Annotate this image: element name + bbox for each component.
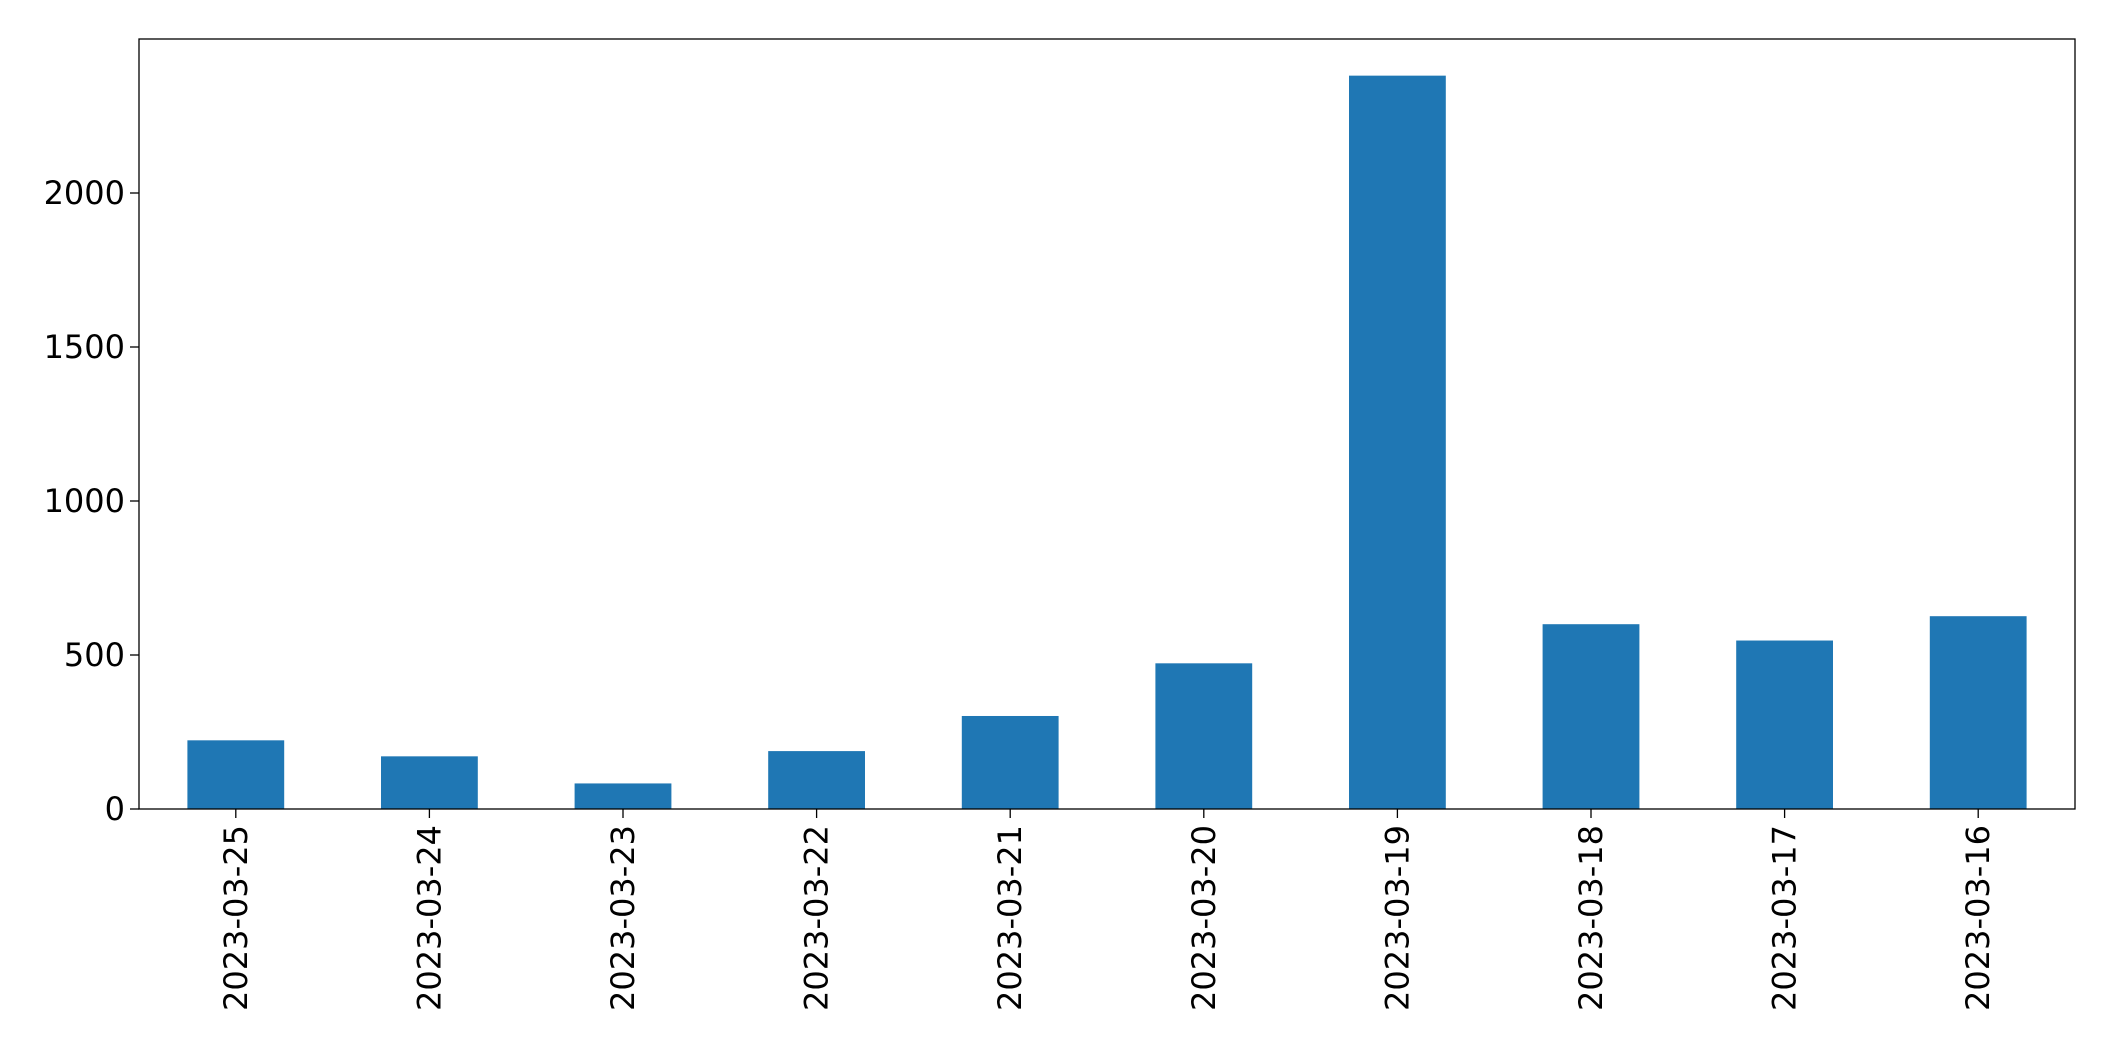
bar: [381, 756, 478, 809]
x-tick-label: 2023-03-19: [1378, 825, 1416, 1011]
y-tick-label: 1500: [44, 328, 125, 366]
bar: [574, 783, 672, 809]
bar: [187, 740, 285, 809]
x-tick-label: 2023-03-22: [798, 825, 836, 1011]
x-tick-label: 2023-03-21: [991, 825, 1029, 1011]
bar: [768, 751, 865, 809]
bar: [1542, 624, 1640, 809]
y-tick-label: 500: [64, 636, 125, 674]
bar: [961, 715, 1059, 809]
bar: [1155, 663, 1253, 809]
x-tick-label: 2023-03-17: [1766, 825, 1804, 1011]
x-tick-label: 2023-03-24: [410, 825, 448, 1011]
x-tick-label: 2023-03-23: [604, 825, 642, 1011]
bar: [1349, 75, 1446, 810]
x-tick-label: 2023-03-25: [217, 825, 255, 1011]
x-tick-label: 2023-03-20: [1185, 825, 1223, 1011]
x-tick-label: 2023-03-16: [1959, 825, 1997, 1011]
y-tick-label: 2000: [44, 174, 125, 212]
x-tick-label: 2023-03-18: [1572, 825, 1610, 1011]
plot-frame: [138, 38, 2076, 810]
bar: [1736, 640, 1833, 809]
y-tick-label: 1000: [44, 482, 125, 520]
bar: [1929, 616, 2027, 809]
y-tick-label: 0: [105, 790, 125, 828]
